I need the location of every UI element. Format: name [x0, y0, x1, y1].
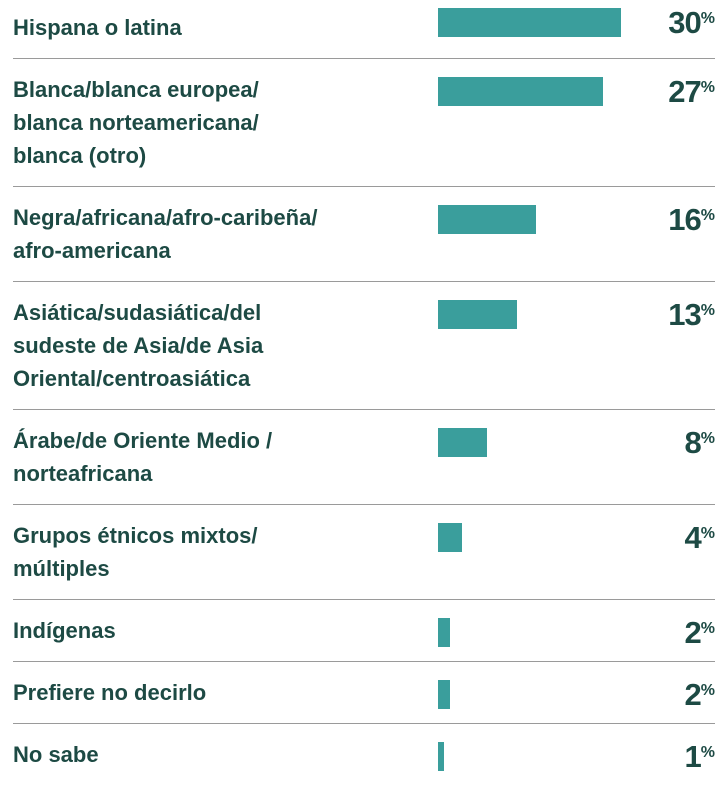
category-label: Blanca/blanca europea/ blanca norteameri…: [13, 77, 259, 168]
category-label: Grupos étnicos mixtos/ múltiples: [13, 523, 258, 581]
bar: [438, 742, 445, 771]
row: Árabe/de Oriente Medio / norteafricana 8%: [13, 410, 715, 505]
bar: [438, 77, 603, 106]
value-label: 2%: [684, 677, 715, 712]
row: Negra/africana/afro-caribeña/ afro-ameri…: [13, 187, 715, 282]
value-label: 2%: [684, 615, 715, 650]
bar: [438, 618, 451, 647]
bar: [438, 8, 621, 37]
value-label: 1%: [684, 739, 715, 774]
row: No sabe 1%: [13, 724, 715, 785]
bar: [438, 300, 518, 329]
row: Prefiere no decirlo 2%: [13, 662, 715, 724]
value-label: 27%: [668, 74, 715, 109]
bar: [438, 428, 487, 457]
category-label: Árabe/de Oriente Medio / norteafricana: [13, 428, 273, 486]
row: Asiática/sudasiática/del sudeste de Asia…: [13, 282, 715, 410]
category-label: Hispana o latina: [13, 15, 182, 40]
row: Indígenas 2%: [13, 600, 715, 662]
bar: [438, 205, 536, 234]
value-label: 16%: [668, 202, 715, 237]
value-label: 13%: [668, 297, 715, 332]
value-label: 4%: [684, 520, 715, 555]
category-label: No sabe: [13, 742, 99, 767]
bar: [438, 523, 463, 552]
row: Blanca/blanca europea/ blanca norteameri…: [13, 59, 715, 187]
bar: [438, 680, 451, 709]
value-label: 30%: [668, 5, 715, 40]
row: Grupos étnicos mixtos/ múltiples 4%: [13, 505, 715, 600]
category-label: Asiática/sudasiática/del sudeste de Asia…: [13, 300, 264, 391]
category-label: Prefiere no decirlo: [13, 680, 207, 705]
row: Hispana o latina 30%: [13, 0, 715, 59]
value-label: 8%: [684, 425, 715, 460]
category-label: Negra/africana/afro-caribeña/ afro-ameri…: [13, 205, 318, 263]
category-label: Indígenas: [13, 618, 116, 643]
